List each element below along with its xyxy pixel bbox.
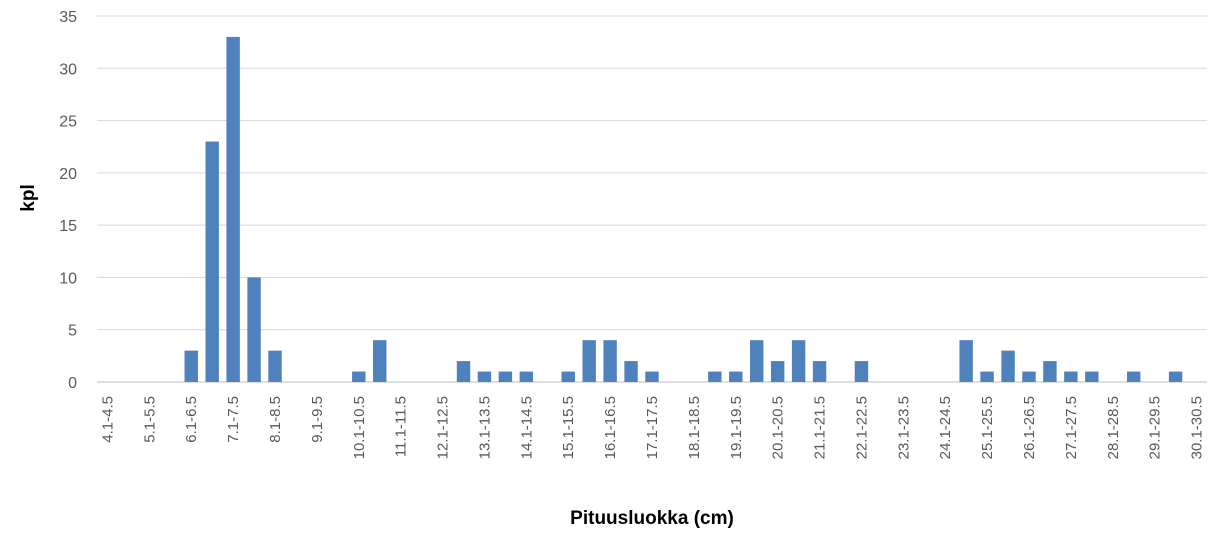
x-tick-label: 14.1-14.5 [518,396,535,459]
x-tick-label: 7.1-7.5 [225,396,242,443]
y-tick-label: 25 [59,114,77,131]
x-tick-label: 18.1-18.5 [686,396,703,459]
x-tick-label: 9.1-9.5 [309,396,326,443]
bar-27.1-27.5 [1064,371,1078,382]
gridlines [97,15,1207,383]
bar-28.6-29.0 [1126,371,1141,382]
x-tick-label: 20.1-20.5 [770,396,787,459]
bar-15.6-16.0 [582,340,596,382]
bar-17.1-17.5 [645,371,659,382]
bar-13.1-13.5 [477,371,492,382]
x-tick-label: 5.1-5.5 [141,396,158,443]
bar-7.6-8.0 [247,277,261,382]
bar-20.1-20.5 [770,361,785,382]
bar-14.1-14.5 [519,371,534,382]
bar-27.6-28.0 [1085,371,1099,382]
bar-10.1-10.5 [352,371,366,382]
y-tick-label: 30 [59,61,77,78]
x-tick-label: 6.1-6.5 [183,396,200,443]
x-tick-label: 26.1-26.5 [1021,396,1038,459]
y-tick-label: 0 [68,375,77,392]
bar-10.6-11.0 [373,340,387,382]
bar-26.1-26.5 [1022,371,1036,382]
bar-15.1-15.5 [561,371,575,382]
bar-12.6-13.0 [456,361,471,382]
bar-19.6-20.0 [750,340,764,382]
x-tick-label: 16.1-16.5 [602,396,619,459]
x-tick-label: 17.1-17.5 [644,396,661,459]
y-tick-label: 35 [59,9,77,26]
x-tick-label: 13.1-13.5 [476,396,493,459]
x-tick-label: 10.1-10.5 [351,396,368,459]
x-tick-label: 22.1-22.5 [853,396,870,459]
y-tick-label: 15 [59,218,77,235]
bar-6.1-6.5 [184,350,198,382]
bar-7.1-7.5 [226,36,240,383]
bar-6.6-7.0 [205,141,219,382]
x-tick-label: 15.1-15.5 [560,396,577,459]
bar-20.6-21.0 [791,340,806,382]
x-tick-labels: 4.1-4.5 5.1-5.5 6.1-6.5 7.1-7.5 8.1-8.5 9.1-9… [99,396,1205,459]
bars [184,36,1183,383]
x-tick-label: 30.1-30.5 [1189,396,1206,459]
x-tick-label: 27.1-27.5 [1063,396,1080,459]
x-tick-label: 19.1-19.5 [728,396,745,459]
x-tick-label: 23.1-23.5 [895,396,912,459]
bar-25.1-25.5 [980,371,994,382]
y-tick-label: 10 [59,270,77,287]
x-tick-label: 29.1-29.5 [1147,396,1164,459]
x-axis-title: Pituusluokka (cm) [570,508,734,529]
x-tick-label: 28.1-28.5 [1105,396,1122,459]
bar-29.6-30.0 [1168,371,1183,382]
x-tick-label: 11.1-11.5 [393,396,410,457]
bar-22.1-22.5 [854,361,869,382]
y-tick-label: 20 [59,166,77,183]
bar-18.6-19.0 [708,371,722,382]
y-axis-title: kpl [18,184,39,211]
bar-25.6-26.0 [1001,350,1015,382]
bar-16.1-16.5 [603,340,617,382]
bar-26.6-27.0 [1043,361,1057,382]
x-tick-label: 25.1-25.5 [979,396,996,459]
x-tick-label: 21.1-21.5 [812,396,829,459]
bar-24.6-25.0 [959,340,973,382]
bar-21.1-21.5 [812,361,827,382]
y-tick-label: 5 [68,323,77,340]
x-tick-label: 24.1-24.5 [937,396,954,459]
bar-16.6-17.0 [624,361,638,382]
bar-8.1-8.5 [268,350,282,382]
x-tick-label: 8.1-8.5 [267,396,284,443]
x-tick-label: 4.1-4.5 [99,396,116,443]
x-tick-label: 12.1-12.5 [435,396,452,459]
y-tick-labels: 0 5 10 15 20 25 30 35 [59,9,77,392]
bar-13.6-14.0 [498,371,513,382]
bar-19.1-19.5 [729,371,743,382]
